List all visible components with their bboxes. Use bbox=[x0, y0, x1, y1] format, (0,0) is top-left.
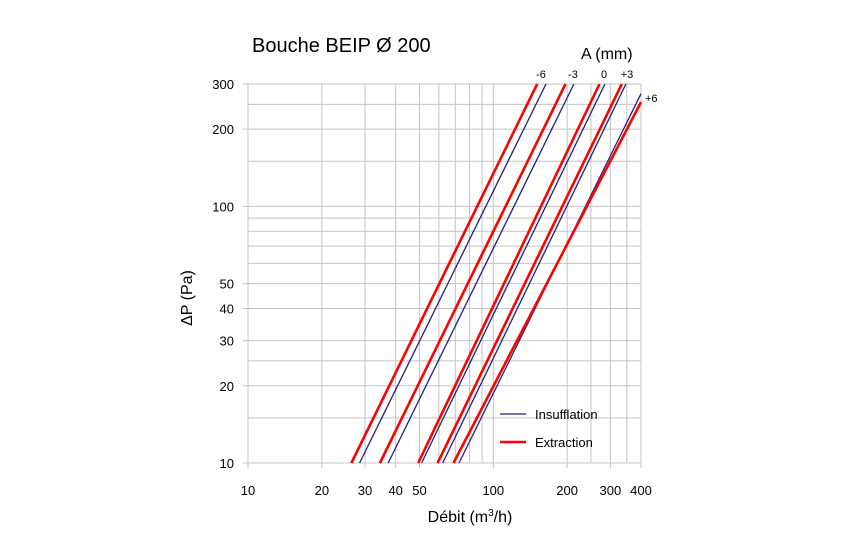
axis-labels: 10 20 30 40 50 100 200 300 400 10 20 30 40 50 100 200 30… bbox=[212, 69, 657, 498]
y-tick-label: 20 bbox=[220, 379, 234, 394]
insufflation-curve bbox=[359, 83, 547, 464]
extraction-curve bbox=[350, 83, 539, 464]
x-tick-label: 100 bbox=[482, 483, 504, 498]
x-tick-label: 50 bbox=[412, 483, 426, 498]
x-axis-title: Débit (m3/h) bbox=[428, 508, 513, 526]
curve-setting-label: +6 bbox=[645, 93, 658, 105]
curve-setting-label: -3 bbox=[568, 69, 578, 81]
y-tick-label: 10 bbox=[220, 456, 234, 471]
x-tick-label: 400 bbox=[630, 483, 652, 498]
curve-parameter-label: A (mm) bbox=[581, 46, 633, 63]
y-axis-title: ΔP (Pa) bbox=[179, 270, 196, 326]
legend-label-insufflation: Insufflation bbox=[535, 407, 598, 422]
x-tick-label: 200 bbox=[556, 483, 578, 498]
legend: Insufflation Extraction bbox=[500, 407, 598, 450]
curve-setting-label: -6 bbox=[536, 69, 546, 81]
y-tick-label: 40 bbox=[220, 302, 234, 317]
curves bbox=[350, 83, 643, 464]
y-tick-label: 200 bbox=[212, 122, 234, 137]
x-tick-label: 10 bbox=[241, 483, 255, 498]
extraction-curve bbox=[378, 83, 567, 464]
x-tick-label: 30 bbox=[358, 483, 372, 498]
y-tick-label: 50 bbox=[220, 277, 234, 292]
curve-setting-label: 0 bbox=[601, 69, 607, 81]
x-tick-label: 40 bbox=[388, 483, 402, 498]
extraction-curve bbox=[417, 83, 601, 464]
y-tick-label: 30 bbox=[220, 334, 234, 349]
legend-label-extraction: Extraction bbox=[535, 435, 593, 450]
x-tick-label: 20 bbox=[315, 483, 329, 498]
insufflation-curve bbox=[442, 83, 627, 464]
curve-setting-label: +3 bbox=[621, 69, 634, 81]
insufflation-curve bbox=[421, 83, 606, 464]
x-tick-label: 300 bbox=[599, 483, 621, 498]
y-tick-label: 300 bbox=[212, 77, 234, 92]
chart-title: Bouche BEIP Ø 200 bbox=[252, 35, 431, 57]
grid bbox=[243, 83, 642, 468]
y-tick-label: 100 bbox=[212, 199, 234, 214]
extraction-curve bbox=[436, 83, 623, 464]
extraction-curve bbox=[452, 101, 643, 464]
insufflation-curve bbox=[387, 83, 575, 464]
